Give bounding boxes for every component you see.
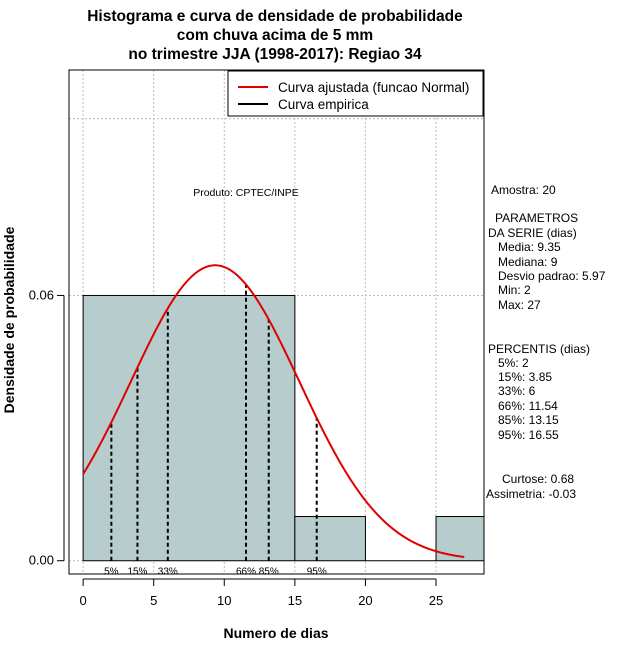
chart-title-line-2: com chuva acima de 5 mm bbox=[177, 27, 373, 44]
percentile-label-1: 15% bbox=[127, 567, 147, 578]
y-axis-title: Densidade de probabilidade bbox=[1, 226, 17, 413]
statistics-panel: Amostra: 20 PARAMETROS DA SERIE (dias) M… bbox=[486, 183, 606, 501]
product-annotation: Produto: CPTEC/INPE bbox=[193, 187, 299, 199]
stat-min: Min: 2 bbox=[498, 283, 531, 297]
stat-skewness: Assimetria: -0.03 bbox=[486, 487, 576, 501]
stat-std-dev: Desvio padrao: 5.97 bbox=[498, 269, 606, 283]
stat-mean: Media: 9.35 bbox=[498, 240, 561, 254]
legend-box bbox=[227, 70, 484, 117]
chart-title-line-1: Histograma e curva de densidade de proba… bbox=[87, 8, 463, 25]
plot-frame bbox=[68, 69, 485, 575]
x-tick-label-2: 10 bbox=[217, 593, 231, 608]
x-tick-label-3: 15 bbox=[288, 593, 302, 608]
stat-p5: 5%: 2 bbox=[498, 356, 529, 370]
histogram-bar-0 bbox=[82, 294, 296, 562]
percentile-label-3: 66% bbox=[236, 567, 256, 578]
stat-max: Max: 27 bbox=[498, 298, 541, 312]
legend-label-fitted: Curva ajustada (funcao Normal) bbox=[278, 80, 469, 95]
fitted-normal-curve bbox=[82, 264, 465, 558]
y-tick-label-0: 0.00 bbox=[29, 553, 54, 568]
percentile-lines: 5% 15% 33% 66% 85% 95% bbox=[104, 284, 327, 578]
percentile-label-2: 33% bbox=[158, 567, 178, 578]
x-tick-label-5: 25 bbox=[429, 593, 443, 608]
params-title-line-2: DA SERIE (dias) bbox=[488, 226, 577, 240]
percentiles-title: PERCENTIS (dias) bbox=[488, 342, 590, 356]
percentile-label-5: 95% bbox=[307, 567, 327, 578]
x-tick-label-0: 0 bbox=[79, 593, 86, 608]
histogram-bars bbox=[82, 294, 485, 562]
legend-label-empirical: Curva empirica bbox=[278, 97, 369, 112]
stat-p33: 33%: 6 bbox=[498, 384, 536, 398]
histogram-bar-1 bbox=[294, 516, 366, 562]
stat-p95: 95%: 16.55 bbox=[498, 428, 559, 442]
x-tick-label-1: 5 bbox=[150, 593, 157, 608]
stat-p15: 15%: 3.85 bbox=[498, 370, 552, 384]
stat-kurtosis: Curtose: 0.68 bbox=[502, 472, 574, 486]
fitted-curve-group bbox=[82, 264, 465, 558]
stat-p85: 85%: 13.15 bbox=[498, 413, 559, 427]
legend: Curva ajustada (funcao Normal) Curva emp… bbox=[227, 70, 484, 117]
x-axis-title: Numero de dias bbox=[223, 625, 328, 641]
stat-median: Mediana: 9 bbox=[498, 255, 558, 269]
percentile-label-4: 85% bbox=[259, 567, 279, 578]
axes: 0 5 10 15 20 25 0.00 0.06 bbox=[29, 287, 444, 608]
x-tick-label-4: 20 bbox=[358, 593, 372, 608]
stat-p66: 66%: 11.54 bbox=[498, 399, 558, 413]
percentile-label-0: 5% bbox=[104, 567, 119, 578]
sample-size: Amostra: 20 bbox=[491, 183, 556, 197]
params-title-line-1: PARAMETROS bbox=[495, 211, 578, 225]
chart-title-line-3: no trimestre JJA (1998-2017): Regiao 34 bbox=[128, 46, 422, 63]
y-tick-label-1: 0.06 bbox=[29, 287, 54, 302]
